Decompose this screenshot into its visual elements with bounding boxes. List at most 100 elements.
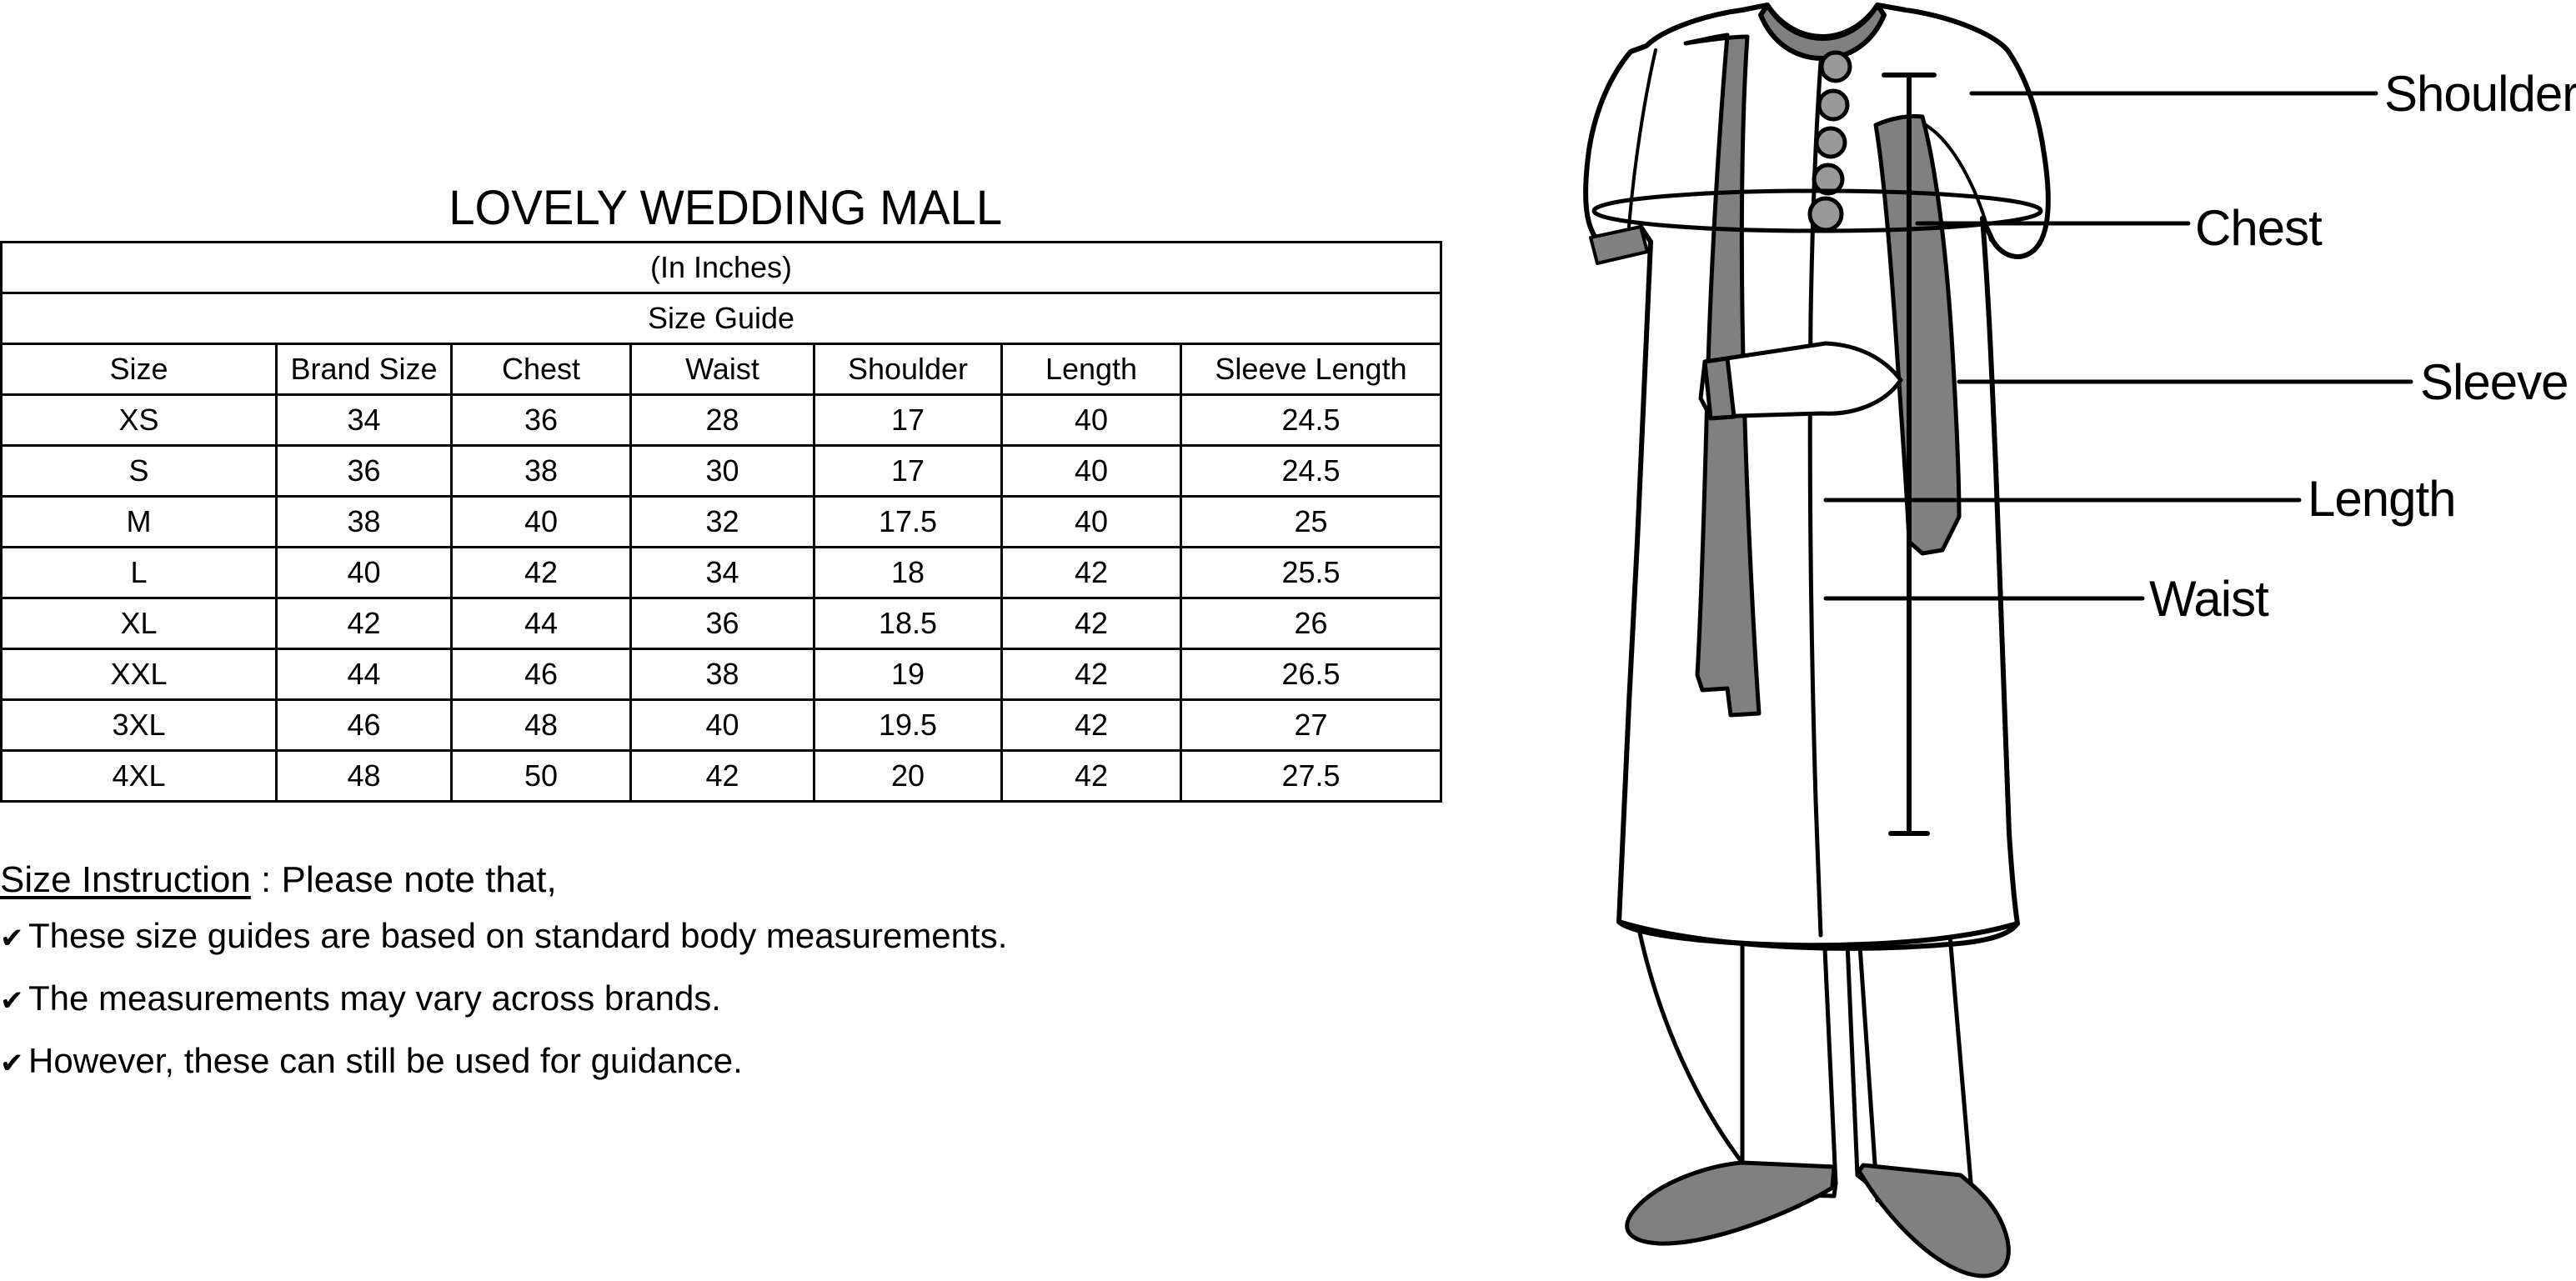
cell-sleeve-length: 26	[1179, 597, 1443, 650]
button-icon	[1817, 88, 1850, 122]
cell-shoulder: 17	[813, 393, 1003, 447]
column-header-brand-size: Brand Size	[275, 343, 453, 396]
table-row: M 38 40 32 17.5 40 25	[0, 495, 1443, 548]
cell-size: M	[0, 495, 278, 548]
cell-size: XS	[0, 393, 278, 447]
button-icon	[1819, 50, 1852, 83]
size-guide-table: (In Inches) Size Guide Size Brand Size C…	[0, 241, 1443, 803]
size-guide-table-container: (In Inches) Size Guide Size Brand Size C…	[0, 241, 1443, 803]
cell-waist: 30	[629, 444, 815, 498]
button-group	[1807, 50, 1852, 233]
column-header-length: Length	[1000, 343, 1182, 396]
cell-brand-size: 36	[275, 444, 453, 498]
cell-waist: 38	[629, 648, 815, 701]
cell-size: 3XL	[0, 698, 278, 752]
left-shoe	[1625, 1160, 1837, 1246]
size-instruction-heading: Size Instruction : Please note that,	[0, 858, 1084, 902]
column-header-shoulder: Shoulder	[813, 343, 1003, 396]
table-row: XS 34 36 28 17 40 24.5	[0, 393, 1443, 447]
cell-size: 4XL	[0, 749, 278, 803]
cell-length: 42	[1000, 698, 1182, 752]
folded-sleeve	[1698, 341, 1903, 419]
column-header-chest: Chest	[450, 343, 632, 396]
measure-label-length: Length	[2308, 471, 2457, 527]
cell-brand-size: 48	[275, 749, 453, 803]
cell-brand-size: 40	[275, 546, 453, 599]
mandarin-collar	[1758, 3, 1887, 61]
cell-chest: 42	[450, 546, 632, 599]
left-sleeve-seam	[1627, 48, 1657, 228]
check-icon: ✔	[0, 923, 24, 954]
page-title: LOVELY WEDDING MALL	[0, 183, 1451, 234]
check-icon: ✔	[0, 1048, 24, 1079]
cell-shoulder: 17	[813, 444, 1003, 498]
cell-sleeve-length: 27	[1179, 698, 1443, 752]
list-item: ✔ The measurements may vary across brand…	[0, 978, 1084, 1022]
cell-chest: 36	[450, 393, 632, 447]
units-note: (In Inches)	[0, 241, 1443, 294]
size-guide-heading: Size Guide	[0, 292, 1443, 345]
cell-size: XXL	[0, 648, 278, 701]
kurta-figure-svg	[1583, 3, 2413, 1278]
size-instruction-list: ✔ These size guides are based on standar…	[0, 915, 1084, 1084]
pyjama-group	[1623, 902, 1974, 1207]
size-instruction-heading-rest: : Please note that,	[250, 859, 557, 900]
table-row: XL 42 44 36 18.5 42 26	[0, 597, 1443, 650]
table-row: 3XL 46 48 40 19.5 42 27	[0, 698, 1443, 752]
table-header-row: Size Brand Size Chest Waist Shoulder Len…	[0, 343, 1443, 396]
list-item-label: The measurements may vary across brands.	[28, 978, 721, 1018]
table-row: L 40 42 34 18 42 25.5	[0, 546, 1443, 599]
list-item-label: These size guides are based on standard …	[28, 916, 1008, 955]
cell-shoulder: 19.5	[813, 698, 1003, 752]
cell-size: L	[0, 546, 278, 599]
kurta-hem	[1616, 919, 2020, 951]
cell-chest: 46	[450, 648, 632, 701]
cell-sleeve-length: 26.5	[1179, 648, 1443, 701]
list-item: ✔ These size guides are based on standar…	[0, 915, 1084, 959]
measure-label-chest: Chest	[2195, 200, 2323, 256]
column-header-waist: Waist	[629, 343, 815, 396]
list-item-label: However, these can still be used for gui…	[28, 1041, 743, 1080]
cell-sleeve-length: 27.5	[1179, 749, 1443, 803]
cell-brand-size: 42	[275, 597, 453, 650]
cell-chest: 48	[450, 698, 632, 752]
button-icon	[1814, 126, 1847, 159]
table-row: S 36 38 30 17 40 24.5	[0, 444, 1443, 498]
cell-shoulder: 17.5	[813, 495, 1003, 548]
cell-waist: 28	[629, 393, 815, 447]
check-icon: ✔	[0, 985, 24, 1017]
chest-measure-ellipse	[1591, 188, 2043, 233]
cell-chest: 50	[450, 749, 632, 803]
cell-brand-size: 38	[275, 495, 453, 548]
cell-shoulder: 20	[813, 749, 1003, 803]
column-header-sleeve-length: Sleeve Length	[1179, 343, 1443, 396]
cell-sleeve-length: 25	[1179, 495, 1443, 548]
column-header-size: Size	[0, 343, 278, 396]
cell-length: 42	[1000, 597, 1182, 650]
cell-chest: 40	[450, 495, 632, 548]
button-icon	[1807, 196, 1844, 233]
measure-label-shoulder: Shoulder	[2384, 66, 2576, 122]
cell-waist: 40	[629, 698, 815, 752]
cell-length: 40	[1000, 393, 1182, 447]
cell-length: 42	[1000, 546, 1182, 599]
cell-chest: 44	[450, 597, 632, 650]
garment-illustration	[1492, 0, 2576, 1281]
cell-length: 40	[1000, 444, 1182, 498]
cell-length: 42	[1000, 648, 1182, 701]
brand-title-text: LOVELY WEDDING MALL	[449, 181, 1002, 235]
cell-shoulder: 19	[813, 648, 1003, 701]
cell-sleeve-length: 25.5	[1179, 546, 1443, 599]
cell-brand-size: 44	[275, 648, 453, 701]
cell-size: S	[0, 444, 278, 498]
cell-size: XL	[0, 597, 278, 650]
cell-brand-size: 46	[275, 698, 453, 752]
measure-label-waist: Waist	[2149, 571, 2269, 627]
cell-waist: 36	[629, 597, 815, 650]
left-cuff	[1589, 225, 1649, 265]
cell-sleeve-length: 24.5	[1179, 393, 1443, 447]
size-instruction-heading-underlined: Size Instruction	[0, 859, 251, 900]
cell-brand-size: 34	[275, 393, 453, 447]
cell-sleeve-length: 24.5	[1179, 444, 1443, 498]
